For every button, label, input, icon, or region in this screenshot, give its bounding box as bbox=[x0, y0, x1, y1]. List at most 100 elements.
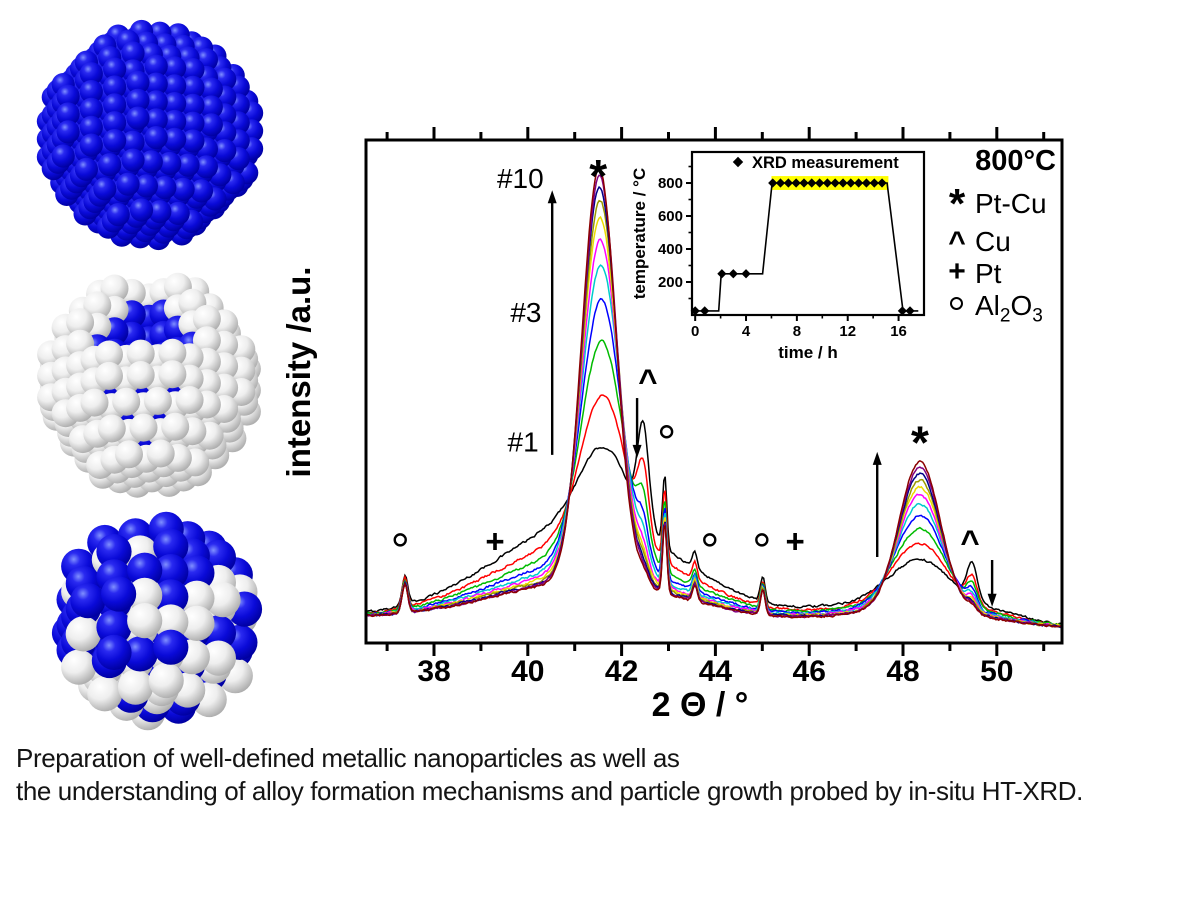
blue-atom bbox=[179, 555, 215, 591]
legend-symbol-pt-cu: * bbox=[948, 180, 966, 227]
blue-atom bbox=[103, 57, 127, 81]
blue-atom bbox=[96, 634, 132, 670]
blue-atom bbox=[79, 62, 103, 86]
xrd-measurement-point bbox=[741, 269, 751, 279]
alumina-ring-icon bbox=[950, 297, 963, 310]
legend-item-pt: + Pt bbox=[942, 255, 1067, 292]
blue-atom bbox=[129, 198, 154, 222]
white-atom bbox=[66, 308, 95, 337]
temperature-profile-line bbox=[692, 182, 919, 312]
pt-cu-marker: * bbox=[911, 417, 929, 469]
y-axis-label: intensity /a.u. bbox=[280, 266, 317, 478]
xrd-trace-scan-6 bbox=[367, 238, 1061, 627]
blue-atom bbox=[56, 102, 80, 126]
alumina-marker bbox=[393, 533, 407, 547]
scan-label: #3 bbox=[510, 297, 541, 328]
inset-y-tick-label: 600 bbox=[658, 208, 683, 225]
x-tick-label: 48 bbox=[886, 655, 919, 688]
caption-line-2: the understanding of alloy formation mec… bbox=[16, 776, 1083, 806]
blue-atom bbox=[181, 111, 205, 135]
blue-atom bbox=[181, 58, 205, 82]
x-tick-label: 44 bbox=[699, 655, 733, 688]
scan-label: #1 bbox=[508, 426, 539, 457]
blue-atom bbox=[139, 150, 163, 174]
temperature-inset: 200 400 600 800 0 4 8 12 16 time / h temperature /… bbox=[630, 150, 926, 362]
blue-atom bbox=[103, 111, 127, 135]
legend-label-al2o3: Al2O3 bbox=[975, 290, 1043, 327]
blue-atom bbox=[163, 109, 187, 134]
blue-atom bbox=[194, 155, 218, 179]
blue-atom bbox=[56, 120, 80, 144]
blue-atom bbox=[126, 70, 150, 94]
blue-atom bbox=[166, 201, 190, 225]
blue-atom bbox=[144, 90, 168, 114]
xrd-measurement-point bbox=[775, 178, 786, 188]
xrd-measurement-point bbox=[791, 178, 801, 188]
white-atom bbox=[87, 676, 123, 712]
xrd-measurement-point bbox=[783, 178, 793, 188]
figure-caption: Preparation of well-defined metallic nan… bbox=[16, 742, 1196, 808]
blue-atom bbox=[199, 95, 223, 119]
white-atom bbox=[148, 662, 184, 699]
legend-label-pt-cu: Pt-Cu bbox=[975, 188, 1047, 219]
blue-atom bbox=[103, 75, 127, 99]
blue-atom bbox=[121, 130, 145, 154]
xrd-trace-scan-3 bbox=[367, 339, 1061, 626]
white-atom bbox=[175, 386, 204, 414]
nanoparticle-image-pure-metal bbox=[36, 19, 264, 251]
xrd-measurement-point bbox=[897, 306, 907, 316]
inset-y-tick-label: 400 bbox=[658, 241, 683, 258]
legend-label-cu: Cu bbox=[975, 226, 1011, 257]
white-atom bbox=[205, 582, 241, 618]
blue-atom bbox=[163, 74, 187, 98]
white-atom bbox=[95, 361, 123, 390]
xrd-measurement-point bbox=[799, 178, 809, 188]
blue-atom bbox=[163, 92, 187, 116]
xrd-measurement-point bbox=[861, 178, 872, 188]
trend-arrow-head-down bbox=[987, 593, 997, 607]
nanoparticle-image-core-shell bbox=[37, 272, 261, 498]
blue-atom bbox=[101, 576, 137, 612]
x-tick-label: 42 bbox=[605, 655, 638, 688]
blue-atom bbox=[153, 554, 189, 590]
blue-atom bbox=[103, 93, 127, 117]
inset-x-axis-label: time / h bbox=[778, 343, 838, 362]
xrd-traces bbox=[367, 166, 1061, 629]
blue-atom bbox=[199, 113, 223, 137]
blue-atom bbox=[158, 151, 182, 176]
xrd-measurement-point bbox=[869, 178, 879, 188]
xrd-measurement-point bbox=[877, 178, 887, 188]
atom-cluster bbox=[51, 511, 263, 731]
blue-atom bbox=[153, 579, 189, 615]
white-atom bbox=[192, 326, 221, 355]
inset-y-axis-label: temperature / °C bbox=[630, 168, 649, 300]
xrd-trace-scan-2 bbox=[367, 394, 1061, 627]
inset-x-tick-label: 8 bbox=[793, 323, 801, 340]
trend-arrow-head-up bbox=[872, 451, 882, 465]
xrd-measurement-point bbox=[838, 178, 848, 188]
atom-cluster bbox=[37, 272, 261, 498]
legend-symbol-pt: + bbox=[948, 255, 966, 288]
pt-cu-marker: * bbox=[589, 150, 607, 202]
blue-atom bbox=[127, 552, 163, 588]
white-atom bbox=[100, 274, 129, 303]
trend-arrow-head-down bbox=[632, 444, 642, 458]
blue-atom bbox=[148, 200, 172, 224]
blue-atom bbox=[189, 179, 214, 203]
xrd-measurement-point bbox=[815, 178, 825, 188]
white-atom bbox=[153, 604, 189, 640]
blue-atom bbox=[181, 129, 205, 153]
blue-atom bbox=[144, 72, 168, 96]
xrd-measurement-point bbox=[768, 178, 778, 188]
blue-atom bbox=[103, 129, 127, 153]
xrd-measurement-point bbox=[700, 306, 710, 316]
xrd-measurement-point bbox=[728, 269, 738, 279]
blue-atom bbox=[70, 583, 106, 619]
atom-cluster bbox=[36, 19, 264, 251]
legend-item-pt-cu: * Pt-Cu bbox=[942, 180, 1067, 227]
alumina-marker bbox=[703, 533, 717, 547]
white-atom bbox=[65, 616, 101, 652]
blue-atom bbox=[199, 77, 223, 101]
